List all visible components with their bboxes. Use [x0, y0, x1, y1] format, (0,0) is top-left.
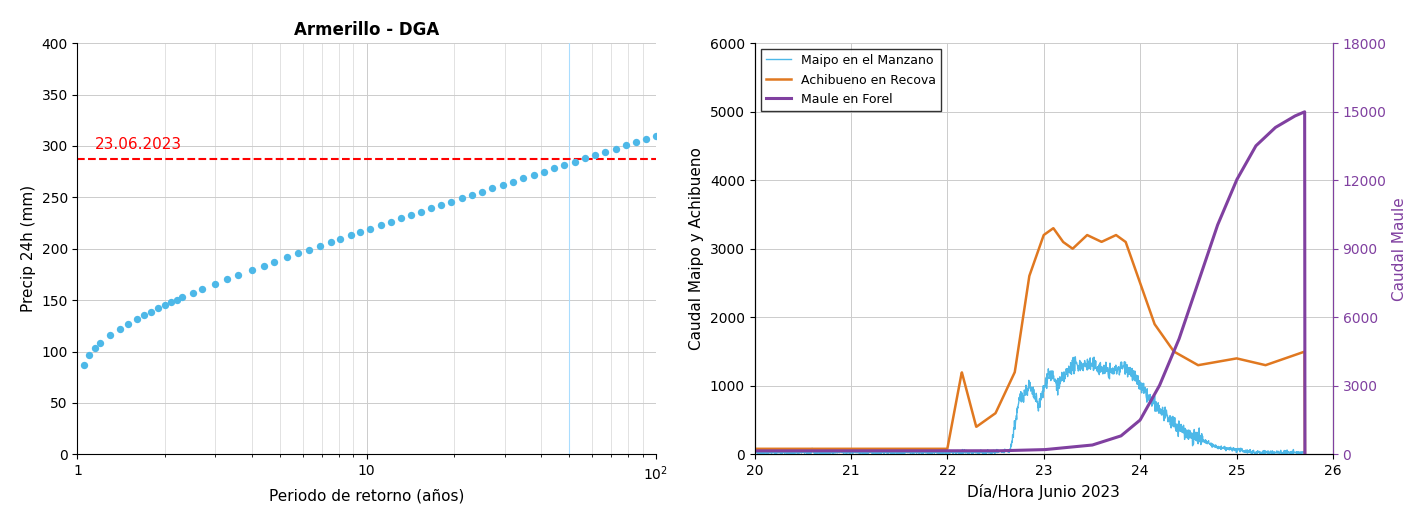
Point — [523, 171, 545, 179]
Point — [481, 184, 504, 193]
Point — [635, 135, 658, 143]
Point — [99, 331, 121, 340]
Text: 23.06.2023: 23.06.2023 — [96, 137, 183, 152]
Point — [563, 158, 585, 166]
Y-axis label: Caudal Maipo y Achibueno: Caudal Maipo y Achibueno — [690, 147, 704, 350]
Point — [644, 132, 667, 140]
Point — [204, 280, 227, 288]
Point — [390, 214, 413, 223]
X-axis label: Periodo de retorno (años): Periodo de retorno (años) — [268, 488, 464, 503]
Point — [420, 204, 443, 213]
Point — [84, 344, 107, 353]
Point — [166, 296, 188, 304]
Point — [624, 138, 647, 146]
Point — [253, 261, 276, 270]
Point — [594, 148, 617, 156]
Point — [318, 238, 341, 246]
Point — [440, 198, 463, 206]
Point — [133, 311, 156, 319]
Point — [370, 221, 393, 229]
Point — [147, 304, 170, 312]
Point — [109, 325, 131, 333]
Point — [276, 253, 298, 261]
Point — [604, 145, 627, 153]
Point — [240, 266, 263, 274]
Point — [471, 188, 494, 196]
Point — [308, 242, 331, 250]
Point — [584, 151, 607, 159]
Point — [358, 224, 381, 233]
Point — [614, 141, 637, 149]
Point — [263, 257, 286, 266]
Point — [491, 181, 514, 189]
Point — [574, 154, 597, 162]
Point — [328, 235, 351, 243]
Point — [380, 217, 403, 226]
X-axis label: Día/Hora Junio 2023: Día/Hora Junio 2023 — [967, 484, 1120, 499]
Point — [533, 168, 555, 176]
Y-axis label: Precip 24h (mm): Precip 24h (mm) — [21, 185, 36, 312]
Point — [117, 320, 140, 328]
Point — [410, 208, 433, 216]
Point — [191, 285, 214, 293]
Title: Armerillo - DGA: Armerillo - DGA — [294, 21, 440, 39]
Point — [348, 228, 371, 236]
Point — [153, 301, 176, 310]
Point — [216, 275, 238, 283]
Point — [160, 298, 183, 307]
Point — [171, 293, 194, 302]
Y-axis label: Caudal Maule: Caudal Maule — [1392, 197, 1407, 301]
Point — [450, 194, 473, 203]
Point — [89, 339, 111, 347]
Point — [553, 161, 575, 169]
Point — [430, 201, 453, 209]
Legend: Maipo en el Manzano, Achibueno en Recova, Maule en Forel: Maipo en el Manzano, Achibueno en Recova… — [761, 49, 941, 111]
Point — [511, 174, 534, 182]
Point — [460, 191, 483, 199]
Point — [501, 178, 524, 186]
Point — [340, 231, 363, 239]
Point — [227, 271, 250, 279]
Point — [140, 308, 163, 316]
Point — [73, 361, 96, 369]
Point — [543, 164, 565, 172]
Point — [297, 245, 320, 254]
Point — [400, 211, 423, 220]
Point — [126, 315, 149, 323]
Point — [287, 249, 310, 257]
Point — [181, 289, 204, 297]
Point — [79, 351, 101, 359]
